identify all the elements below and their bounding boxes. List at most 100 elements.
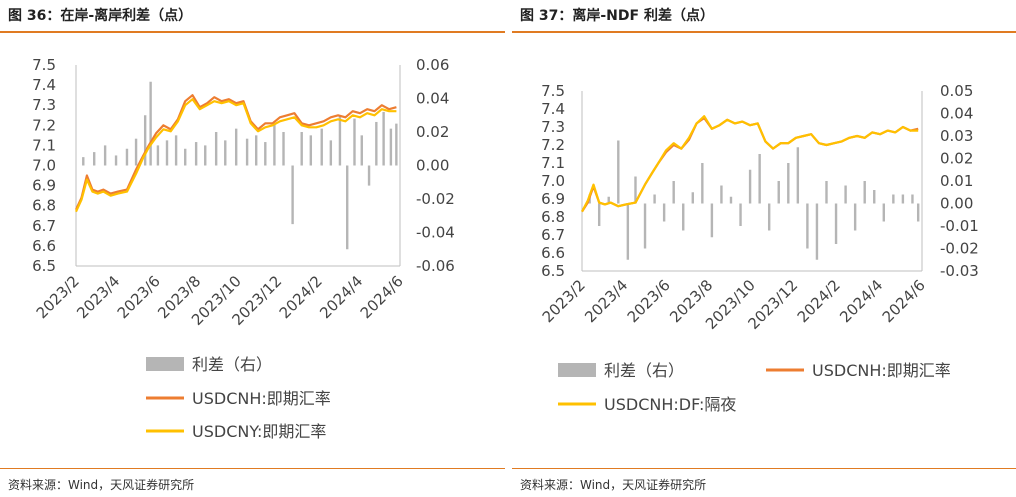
legend-label: USDCNH:即期汇率 <box>812 361 951 380</box>
spread-bar <box>338 115 342 166</box>
spread-bar <box>815 203 819 260</box>
spread-bar <box>93 152 96 166</box>
y-left-tick-label: 6.7 <box>32 217 56 235</box>
spread-bar <box>143 115 147 166</box>
y-right-tick-label: 0.00 <box>940 195 973 213</box>
legend-label: USDCNH:DF:隔夜 <box>604 395 736 414</box>
x-tick-label: 2023/6 <box>624 276 674 326</box>
legend-swatch-spread <box>146 357 184 371</box>
spread-bar <box>273 123 276 166</box>
figure-37-panel: 图 37：离岸-NDF 利差（点） 7.5 7.4 7.3 7.2 7.1 7.0 6.9 6… <box>512 0 1016 497</box>
spread-bar <box>214 132 218 166</box>
x-tick-label: 2023/2 <box>33 272 83 322</box>
source-note: 资料来源：Wind，天风证券研究所 <box>520 478 707 492</box>
y-right-tick-label: 0.00 <box>416 157 449 175</box>
x-tick-label: 2024/4 <box>836 276 886 326</box>
spread-bar <box>825 181 828 204</box>
y-left-tick-label: 6.8 <box>32 197 56 215</box>
spread-chart-offshore-ndf: 7.57.47.37.27.17.06.96.86.76.66.5 0.05 0.0… <box>539 82 979 414</box>
spread-bar <box>911 194 914 204</box>
spread-bar <box>701 163 704 204</box>
spread-bar <box>691 192 694 204</box>
spread-bar <box>134 138 138 166</box>
spread-bar <box>662 203 666 222</box>
spread-bar <box>360 135 363 166</box>
spread-bar <box>882 203 885 222</box>
spread-bar <box>653 194 656 204</box>
y-left-tick-label: 7.5 <box>541 82 565 100</box>
y-left-tick-label: 6.8 <box>541 208 565 226</box>
spread-bar <box>224 140 227 166</box>
spread-chart-onshore-offshore: 7.5 7.4 7.3 7.2 7.1 7.0 6.9 6.8 6.7 6.6 6.5 0.06 0.0… <box>32 56 455 441</box>
spread-bar <box>777 181 780 204</box>
legend-label: 利差（右） <box>604 361 684 380</box>
spread-bar <box>729 196 733 204</box>
spread-bar <box>767 203 771 231</box>
spread-bar <box>329 140 333 166</box>
y-left-tick-label: 6.6 <box>32 237 56 255</box>
spread-bar <box>382 111 385 166</box>
y-left-tick-label: 6.5 <box>32 257 56 275</box>
series-line-secondary <box>75 98 397 213</box>
x-tick-label: 2024/4 <box>316 272 366 322</box>
y-left-tick-label: 7.2 <box>541 136 565 154</box>
x-tick-label: 2023/4 <box>73 272 123 322</box>
spread-bar <box>309 135 313 166</box>
y-right-tick-label: 0.04 <box>416 90 449 108</box>
spread-bar <box>114 155 118 166</box>
legend-swatch-spread <box>558 363 596 377</box>
spread-bar <box>245 138 249 166</box>
title-divider <box>0 31 505 33</box>
x-tick-label: 2024/2 <box>794 276 844 326</box>
spread-bar <box>796 147 800 204</box>
y-left-tick-label: 7.5 <box>32 56 56 74</box>
footer-divider <box>512 468 1016 469</box>
y-right-tick-label: -0.06 <box>416 257 455 275</box>
spread-bar <box>617 140 620 204</box>
y-right-tick-label: -0.01 <box>940 217 979 235</box>
spread-bar <box>672 181 675 204</box>
legend-label: USDCNY:即期汇率 <box>192 422 326 441</box>
y-left-tick-label: 7.4 <box>32 76 56 94</box>
spread-bar <box>626 203 630 260</box>
figure-title: 图 36：在岸-离岸利差（点） <box>8 8 193 24</box>
spread-bar <box>204 145 207 166</box>
spread-bar <box>149 81 152 166</box>
spread-bar <box>758 154 761 204</box>
spread-bar <box>863 181 866 204</box>
spread-bar <box>643 203 647 249</box>
spread-bar <box>853 203 857 231</box>
y-right-tick-label: 0.04 <box>940 105 973 123</box>
spread-bar <box>103 145 107 166</box>
x-tick-label: 2023/2 <box>539 276 589 326</box>
spread-bar <box>156 145 160 166</box>
series-line-secondary <box>581 115 919 213</box>
x-tick-label: 2023/4 <box>581 276 631 326</box>
y-left-tick-label: 6.6 <box>541 244 565 262</box>
y-left-tick-label: 7.1 <box>32 136 56 154</box>
spread-bar <box>291 165 294 225</box>
spread-bar <box>367 165 371 186</box>
y-left-tick-label: 6.5 <box>541 262 565 280</box>
spread-bar <box>787 163 790 204</box>
spread-bar <box>174 135 178 166</box>
spread-bar <box>682 203 685 231</box>
spread-bar <box>300 132 303 166</box>
spread-bar <box>901 194 905 204</box>
y-right-tick-label: 0.02 <box>416 123 449 141</box>
spread-bar <box>739 203 742 226</box>
y-left-tick-label: 7.1 <box>541 154 565 172</box>
spread-bar <box>255 135 258 166</box>
x-tick-label: 2024/6 <box>879 276 929 326</box>
y-right-tick-label: -0.02 <box>416 190 455 208</box>
spread-bar <box>184 148 187 166</box>
y-left-tick-label: 6.9 <box>541 190 565 208</box>
spread-bar <box>395 123 398 166</box>
spread-bar <box>389 128 393 166</box>
spread-bar <box>320 128 323 166</box>
spread-bar <box>916 203 920 222</box>
y-right-tick-label: -0.04 <box>416 224 455 242</box>
y-right-tick-label: -0.03 <box>940 262 979 280</box>
x-tick-label: 2023/6 <box>114 272 164 322</box>
spread-bar <box>375 121 378 166</box>
